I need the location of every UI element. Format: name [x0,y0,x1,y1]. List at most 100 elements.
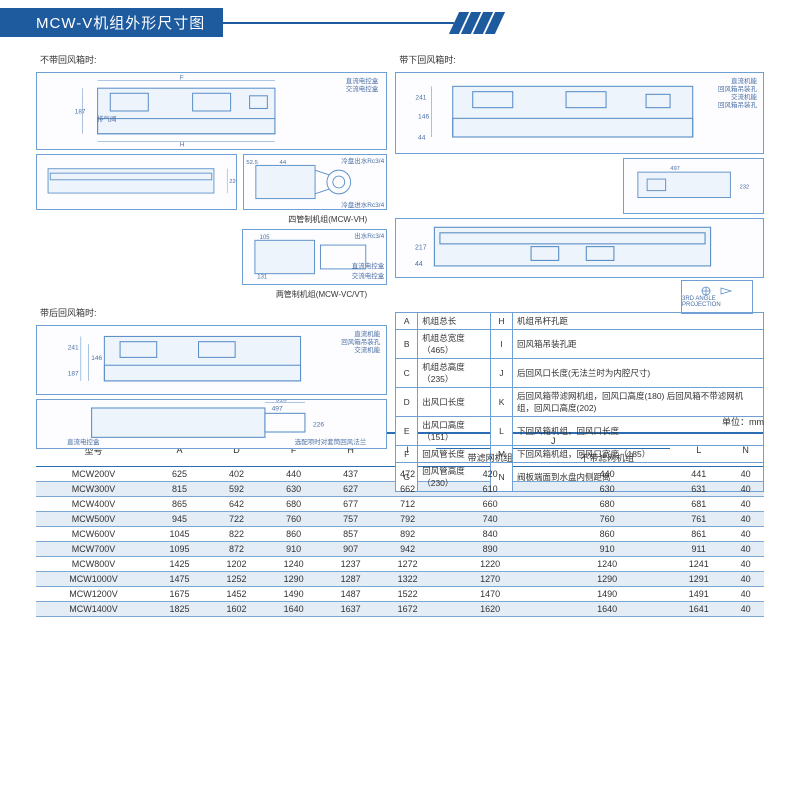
table-cell: 40 [727,542,764,557]
table-cell: 40 [727,497,764,512]
table-cell: 660 [436,497,544,512]
table-cell: 1425 [151,557,208,572]
svg-text:217: 217 [415,244,427,251]
drawing-bottom-return-top: 241 146 44 直流机能 回风箱吊装孔 交流机能 回风箱吊装孔 [395,72,764,154]
legend-key: D [396,388,418,417]
svg-text:44: 44 [418,135,426,142]
projection-label: 3RD ANGLE PROJECTION [682,296,752,308]
drawing-side-profile-1: 226 [36,154,237,210]
table-cell: 1252 [208,572,265,587]
table-cell: 872 [208,542,265,557]
table-cell: MCW800V [36,557,151,572]
table-cell: 1522 [379,587,436,602]
table-cell: 1475 [151,572,208,587]
svg-text:105: 105 [260,235,271,241]
table-cell: 1290 [544,572,670,587]
label-water-out: 出水Rc3/4 [354,230,384,240]
table-cell: 1202 [208,557,265,572]
table-cell: 40 [727,527,764,542]
table-cell: 910 [544,542,670,557]
row-bottom-497: 497 232 [395,158,764,214]
drawing-twopipe: 105 131 出水Rc3/4 直流电控盒 交流电控盒 [242,229,387,285]
table-cell: 860 [265,527,322,542]
legend-row: A机组总长H机组吊杆孔距 [396,313,764,330]
legend-desc: 阀板端面到水盘内侧距离 [513,463,764,492]
table-row: MCW600V104582286085789284086086140 [36,527,764,542]
table-cell: 40 [727,587,764,602]
legend-key: K [491,388,513,417]
table-cell: 712 [379,497,436,512]
legend-row: E出风口高度（151）L下回风箱机组，回风口长度 [396,417,764,446]
legend-key: L [491,417,513,446]
table-cell: 890 [436,542,544,557]
table-cell: 642 [208,497,265,512]
label-ac-fan: 交流机能 [354,344,380,354]
table-cell: 1672 [379,602,436,617]
table-cell: 942 [379,542,436,557]
caption-twopipe: 两管制机组(MCW-VC/VT) [36,289,387,300]
table-cell: 945 [151,512,208,527]
table-row: MCW1200V16751452149014871522147014901491… [36,587,764,602]
table-cell: MCW400V [36,497,151,512]
legend-desc: 机组总长 [418,313,491,330]
table-row: MCW1400V18251602164016371672162016401641… [36,602,764,617]
legend-desc: 后回风箱带滤网机组，回风口高度(180) 后回风箱不带滤网机组，回风口高度(20… [513,388,764,417]
table-cell: 760 [265,512,322,527]
table-cell: 1272 [379,557,436,572]
label-exhaust: 排气阀 [97,113,117,123]
table-cell: 1045 [151,527,208,542]
svg-text:187: 187 [75,109,86,116]
drawing-no-return-top: F 187 H 直流电控盒 交流电控盒 排气阀 [36,72,387,150]
table-cell: 857 [322,527,379,542]
table-cell: MCW600V [36,527,151,542]
table-cell: 1675 [151,587,208,602]
table-cell: 681 [670,497,727,512]
legend-desc: 回风箱吊装孔距 [513,330,764,359]
svg-text:146: 146 [91,355,102,362]
table-cell: 40 [727,557,764,572]
table-cell: 860 [544,527,670,542]
row-twopipe: 105 131 出水Rc3/4 直流电控盒 交流电控盒 [36,229,387,285]
table-cell: 1287 [322,572,379,587]
table-cell: 910 [265,542,322,557]
table-cell: 840 [436,527,544,542]
table-cell: 1452 [208,587,265,602]
table-cell: 680 [544,497,670,512]
caption-with-rear: 带后回风箱时: [40,306,387,319]
header-rule [221,22,454,24]
table-cell: 1240 [265,557,322,572]
legend-key: J [491,359,513,388]
label-rb-hole-r2: 回风箱吊装孔 [718,99,757,109]
legend-row: D出风口长度K后回风箱带滤网机组，回风口高度(180) 后回风箱不带滤网机组，回… [396,388,764,417]
drawing-fourpipe: 52.5 44 冷盘出水Rc3/4 冷盘进水Rc3/4 [243,154,387,210]
table-cell: 892 [379,527,436,542]
table-cell: 1291 [670,572,727,587]
table-cell: 1491 [670,587,727,602]
table-cell: 1095 [151,542,208,557]
legend-desc: 下回风箱机组，回风口宽度（185） [513,446,764,463]
svg-text:F: F [180,74,184,81]
projection-symbol-icon [701,286,733,296]
table-cell: MCW1000V [36,572,151,587]
table-cell: 1237 [322,557,379,572]
table-cell: 40 [727,602,764,617]
label-dc-box-3: 直流电控盒 [67,436,100,446]
table-cell: 1240 [544,557,670,572]
table-cell: 1322 [379,572,436,587]
table-cell: 1290 [265,572,322,587]
legend-key: A [396,313,418,330]
table-cell: 1241 [670,557,727,572]
table-cell: 792 [379,512,436,527]
svg-text:497: 497 [670,166,680,172]
label-flange: 选配项时对套筒回风法兰 [295,436,367,446]
page-title: MCW-V机组外形尺寸图 [0,8,223,37]
unit-label: 单位：mm [722,415,764,428]
legend-key: E [396,417,418,446]
header-slashes [454,12,500,34]
table-cell: MCW1400V [36,602,151,617]
svg-text:226: 226 [229,179,236,185]
table-cell: 861 [670,527,727,542]
drawing-rear-side: 516 497 226 直流电控盒 选配项时对套筒回风法兰 [36,399,387,449]
table-cell: 1620 [436,602,544,617]
legend-desc: 后回风口长度(无法兰时为内腔尺寸) [513,359,764,388]
